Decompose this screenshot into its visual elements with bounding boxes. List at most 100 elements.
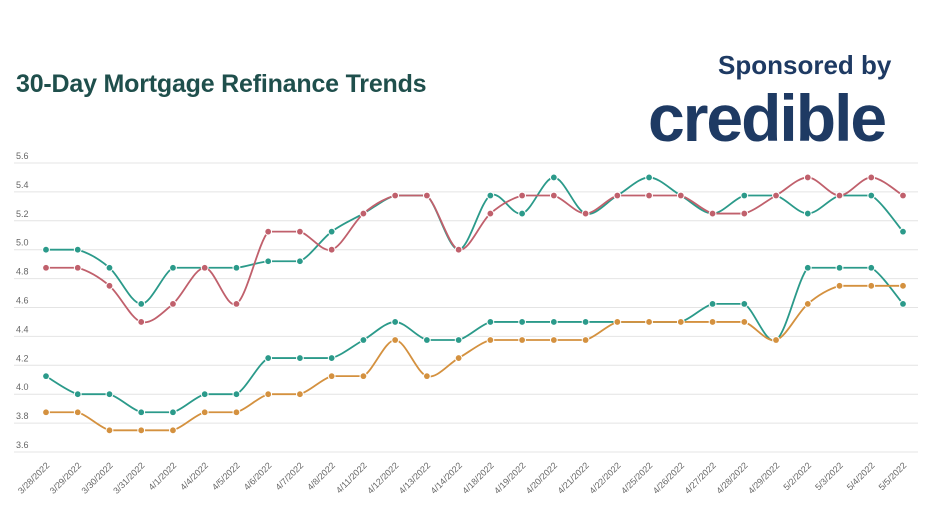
y-axis: 3.6 3.8 4.0 4.2 4.4 4.6 4.8 5.0 5.2 5.4 5.6	[16, 151, 29, 450]
data-point	[422, 336, 431, 344]
data-point	[200, 390, 209, 399]
y-tick-label: 4.2	[16, 353, 29, 363]
data-point	[105, 390, 114, 399]
chart-title: 30-Day Mortgage Refinance Trends	[16, 70, 427, 98]
series-line-3	[46, 284, 903, 432]
x-tick-label: 4/1/2022	[147, 460, 179, 492]
data-point	[486, 209, 495, 218]
x-tick-label: 4/13/2022	[397, 460, 432, 495]
data-point	[549, 191, 558, 200]
data-point	[73, 390, 82, 399]
data-point	[169, 408, 177, 417]
data-point	[73, 245, 82, 254]
data-point	[232, 299, 241, 308]
y-tick-label: 5.2	[16, 209, 29, 219]
data-point	[518, 318, 527, 326]
data-point	[803, 299, 812, 308]
x-tick-label: 3/31/2022	[111, 460, 146, 495]
credible-logo: credible	[648, 81, 887, 155]
x-tick-label: 4/28/2022	[714, 460, 749, 495]
data-point	[137, 299, 146, 308]
data-point	[264, 227, 273, 236]
y-tick-label: 4.6	[16, 296, 29, 306]
data-point	[740, 209, 749, 218]
data-point	[296, 354, 304, 362]
series-line-0	[45, 176, 904, 305]
x-tick-label: 3/28/2022	[16, 460, 51, 495]
y-tick-label: 5.6	[16, 151, 29, 161]
series-line-2	[45, 266, 904, 414]
x-tick-label: 5/5/2022	[877, 460, 909, 492]
y-tick-label: 5.0	[16, 238, 29, 248]
data-point	[327, 245, 336, 254]
data-point	[42, 372, 50, 381]
data-point	[327, 372, 336, 381]
data-point	[645, 173, 653, 182]
data-point	[613, 191, 622, 200]
x-tick-label: 4/21/2022	[556, 460, 591, 495]
data-point	[454, 336, 463, 344]
x-tick-label: 4/27/2022	[683, 460, 718, 495]
x-tick-label: 4/22/2022	[587, 460, 622, 495]
data-point	[772, 336, 780, 344]
data-point	[518, 209, 527, 218]
data-point	[105, 263, 114, 272]
data-point	[803, 173, 812, 182]
data-point	[645, 191, 653, 200]
x-tick-label: 4/11/2022	[334, 460, 369, 495]
data-point	[899, 191, 907, 200]
data-point	[105, 426, 114, 435]
data-point	[899, 299, 907, 308]
data-point	[581, 209, 590, 218]
y-tick-label: 5.4	[16, 180, 29, 190]
y-tick-label: 3.6	[16, 440, 29, 450]
data-point	[169, 299, 177, 308]
data-point	[740, 191, 749, 200]
x-tick-label: 4/8/2022	[305, 460, 337, 492]
data-point	[232, 408, 241, 417]
x-tick-label: 4/14/2022	[429, 460, 464, 495]
data-point	[867, 281, 876, 290]
data-point	[645, 318, 653, 326]
data-point	[740, 299, 749, 308]
data-point	[708, 299, 717, 308]
data-point	[772, 191, 780, 200]
data-point	[327, 354, 336, 362]
data-point	[73, 263, 82, 272]
data-point	[73, 408, 82, 417]
data-point	[899, 281, 907, 290]
data-point	[422, 191, 431, 200]
x-tick-label: 4/6/2022	[242, 460, 274, 492]
x-tick-label: 4/26/2022	[651, 460, 686, 495]
data-point	[169, 263, 177, 272]
data-point	[708, 318, 717, 326]
data-point	[137, 318, 146, 326]
data-point	[296, 227, 304, 236]
data-point	[391, 336, 400, 344]
x-tick-label: 4/29/2022	[746, 460, 781, 495]
data-point	[740, 318, 749, 326]
data-point	[454, 354, 463, 362]
data-point	[867, 191, 876, 200]
series-line-1	[45, 176, 904, 324]
data-point	[422, 372, 431, 381]
x-tick-label: 5/3/2022	[813, 460, 845, 492]
data-point	[549, 336, 558, 344]
data-point	[708, 209, 717, 218]
x-tick-label: 5/2/2022	[781, 460, 813, 492]
data-point	[676, 318, 685, 326]
gridlines	[14, 162, 918, 453]
data-point	[232, 390, 241, 399]
data-point	[581, 336, 590, 344]
data-point	[549, 173, 558, 182]
data-point	[200, 263, 209, 272]
data-point	[581, 318, 590, 326]
data-point	[867, 263, 876, 272]
data-point	[327, 227, 336, 236]
x-tick-label: 3/29/2022	[48, 460, 83, 495]
data-point	[359, 209, 368, 218]
data-point	[486, 336, 495, 344]
x-tick-label: 5/4/2022	[845, 460, 877, 492]
y-tick-label: 4.0	[16, 382, 29, 392]
data-point	[264, 390, 273, 399]
